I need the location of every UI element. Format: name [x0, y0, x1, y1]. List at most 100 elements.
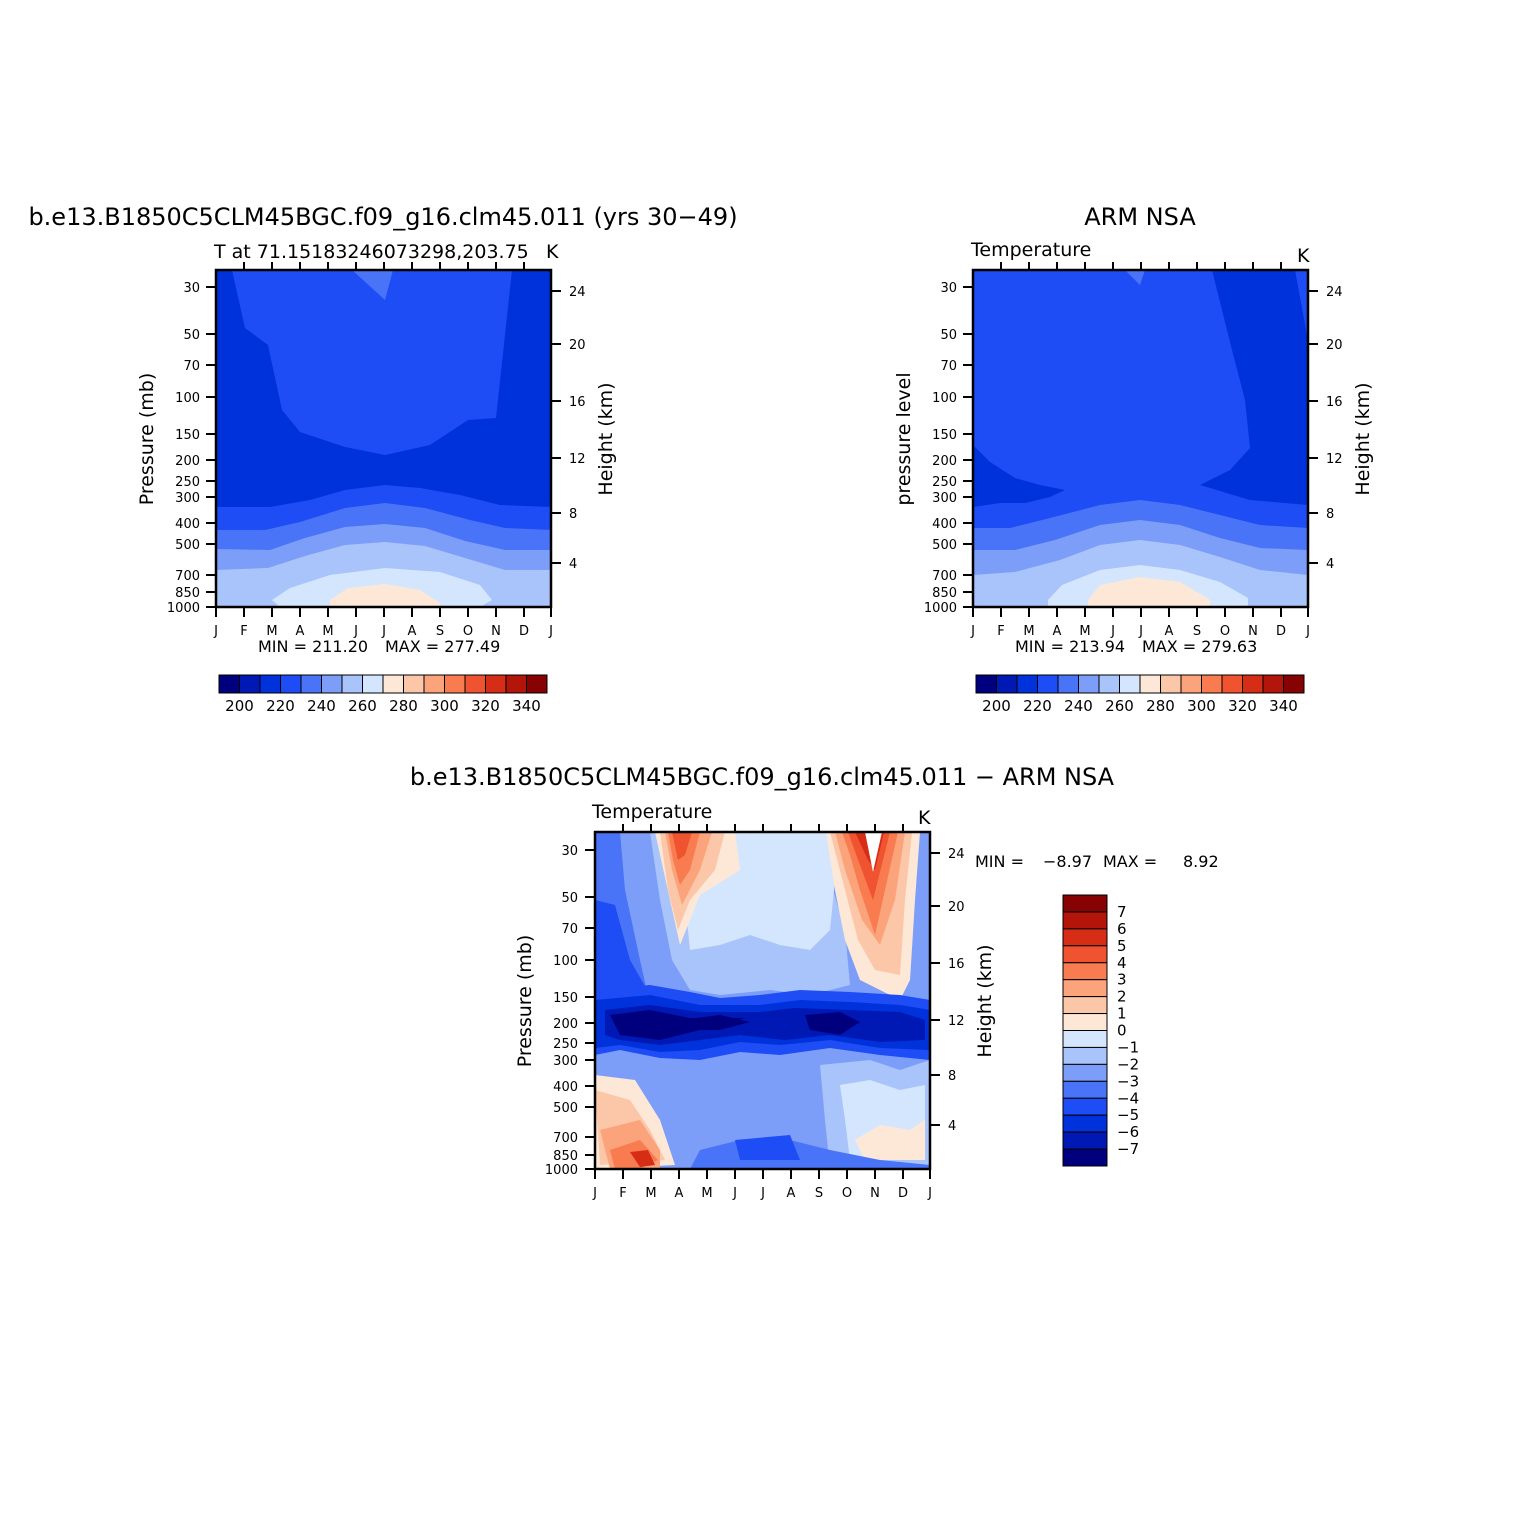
x-tick-oct: O — [842, 1186, 852, 1201]
colorbar-tick-label: 240 — [1064, 697, 1093, 715]
y-tick-1000: 1000 — [924, 601, 957, 616]
panel-model-units: K — [546, 241, 559, 263]
panel-diff-max-label: MAX = — [1103, 852, 1157, 871]
colorbar-swatch — [1062, 928, 1108, 947]
colorbar-swatch — [300, 674, 322, 694]
x-tick-jun: J — [732, 1186, 737, 1201]
colorbar-swatch — [1283, 674, 1305, 694]
y-tick-150: 150 — [932, 428, 957, 443]
colorbar-swatch — [1062, 1114, 1108, 1133]
x-tick-jan: J — [970, 624, 975, 639]
y-tick-700: 700 — [932, 569, 957, 584]
x-tick-aug: A — [1165, 624, 1174, 639]
colorbar-swatch — [1062, 1080, 1108, 1099]
x-tick-jan-end: J — [548, 624, 553, 639]
panel-diff-min-value: −8.97 — [1043, 852, 1092, 871]
colorbar-swatch — [1262, 674, 1284, 694]
colorbar-swatch — [1062, 1131, 1108, 1150]
colorbar-tick-label: 7 — [1117, 903, 1127, 921]
y-tick-250: 250 — [553, 1037, 578, 1052]
panel-model-plot — [216, 270, 551, 607]
x-tick-aug: A — [408, 624, 417, 639]
panel-diff-y-right-ticks: 4 8 12 16 20 24 — [930, 847, 965, 1134]
y2-tick-8: 8 — [948, 1069, 956, 1084]
panel-model-max: MAX = 277.49 — [385, 637, 500, 656]
colorbar-swatch — [1062, 1013, 1108, 1031]
panel-diff-y-left-ticks: 30 50 70 100 150 200 250 300 400 500 700… — [545, 844, 595, 1178]
colorbar-swatch — [1062, 1030, 1108, 1048]
x-tick-jul: J — [760, 1186, 765, 1201]
colorbar-tick-label: 340 — [512, 697, 541, 715]
y-tick-500: 500 — [553, 1101, 578, 1116]
colorbar-swatch — [1062, 894, 1108, 913]
colorbar-tick-label: 220 — [266, 697, 295, 715]
panel-diff-subtitle: Temperature — [591, 801, 712, 823]
y2-tick-24: 24 — [948, 847, 965, 862]
colorbar-swatch — [1062, 962, 1108, 981]
panel-obs-title: ARM NSA — [1084, 203, 1196, 231]
y-tick-1000: 1000 — [167, 601, 200, 616]
panel-model-ylabel: Pressure (mb) — [136, 373, 158, 506]
y2-tick-24: 24 — [1326, 285, 1343, 300]
x-tick-nov: N — [491, 624, 501, 639]
colorbar-swatch — [1242, 674, 1264, 694]
y2-tick-4: 4 — [569, 557, 577, 572]
panel-model-colorbar: 200 220 240 260 280 300 320 340 — [218, 674, 548, 715]
colorbar-swatch — [1098, 674, 1120, 694]
y2-tick-8: 8 — [1326, 507, 1334, 522]
colorbar-tick-label: 340 — [1269, 697, 1298, 715]
colorbar-tick-label: 260 — [1105, 697, 1134, 715]
y2-tick-20: 20 — [1326, 338, 1343, 353]
y-tick-200: 200 — [175, 454, 200, 469]
colorbar-swatch — [1062, 996, 1108, 1015]
panel-model-y2label: Height (km) — [595, 382, 617, 495]
colorbar-tick-label: 0 — [1117, 1022, 1127, 1040]
x-tick-dec: D — [1276, 624, 1286, 639]
y2-tick-24: 24 — [569, 285, 586, 300]
y-tick-30: 30 — [561, 844, 578, 859]
x-tick-mar: M — [1023, 624, 1034, 639]
colorbar-swatch — [239, 674, 261, 694]
x-tick-oct: O — [1220, 624, 1230, 639]
y-tick-70: 70 — [183, 359, 200, 374]
x-tick-may: M — [701, 1186, 712, 1201]
panel-obs-subtitle: Temperature — [970, 239, 1091, 261]
y-tick-500: 500 — [175, 538, 200, 553]
y-tick-400: 400 — [932, 517, 957, 532]
colorbar-swatch — [1139, 674, 1161, 694]
panel-diff-min-label: MIN = — [975, 852, 1024, 871]
y-tick-300: 300 — [553, 1054, 578, 1069]
x-tick-apr: A — [1053, 624, 1062, 639]
colorbar-tick-label: −4 — [1117, 1089, 1139, 1107]
x-tick-jul: J — [381, 624, 386, 639]
panel-model-y-left-ticks: 30 50 70 100 150 200 250 300 400 500 700… — [167, 281, 216, 616]
y-tick-150: 150 — [175, 428, 200, 443]
y-tick-300: 300 — [175, 491, 200, 506]
panel-obs-y-left-ticks: 30 50 70 100 150 200 250 300 400 500 700… — [924, 281, 973, 616]
y-tick-100: 100 — [553, 954, 578, 969]
y-tick-30: 30 — [183, 281, 200, 296]
colorbar-swatch — [1062, 911, 1108, 930]
colorbar-tick-label: 280 — [1146, 697, 1175, 715]
panel-obs-min: MIN = 213.94 — [1015, 637, 1125, 656]
colorbar-swatch — [1160, 674, 1182, 694]
y-tick-400: 400 — [175, 517, 200, 532]
y-tick-200: 200 — [932, 454, 957, 469]
panel-diff-max-value: 8.92 — [1183, 852, 1219, 871]
colorbar-swatch — [1201, 674, 1223, 694]
x-tick-apr: A — [675, 1186, 684, 1201]
x-tick-jan: J — [592, 1186, 597, 1201]
x-tick-may: M — [322, 624, 333, 639]
colorbar-tick-label: 260 — [348, 697, 377, 715]
y-tick-100: 100 — [175, 391, 200, 406]
colorbar-tick-label: −3 — [1117, 1072, 1139, 1090]
panel-diff: b.e13.B1850C5CLM45BGC.f09_g16.clm45.011 … — [410, 763, 1219, 1201]
y2-tick-16: 16 — [948, 957, 965, 972]
y-tick-70: 70 — [561, 922, 578, 937]
x-tick-sep: S — [436, 624, 444, 639]
colorbar-swatch — [1078, 674, 1100, 694]
colorbar-tick-label: 5 — [1117, 937, 1127, 955]
y2-tick-20: 20 — [569, 338, 586, 353]
y-tick-300: 300 — [932, 491, 957, 506]
colorbar-tick-label: 320 — [471, 697, 500, 715]
